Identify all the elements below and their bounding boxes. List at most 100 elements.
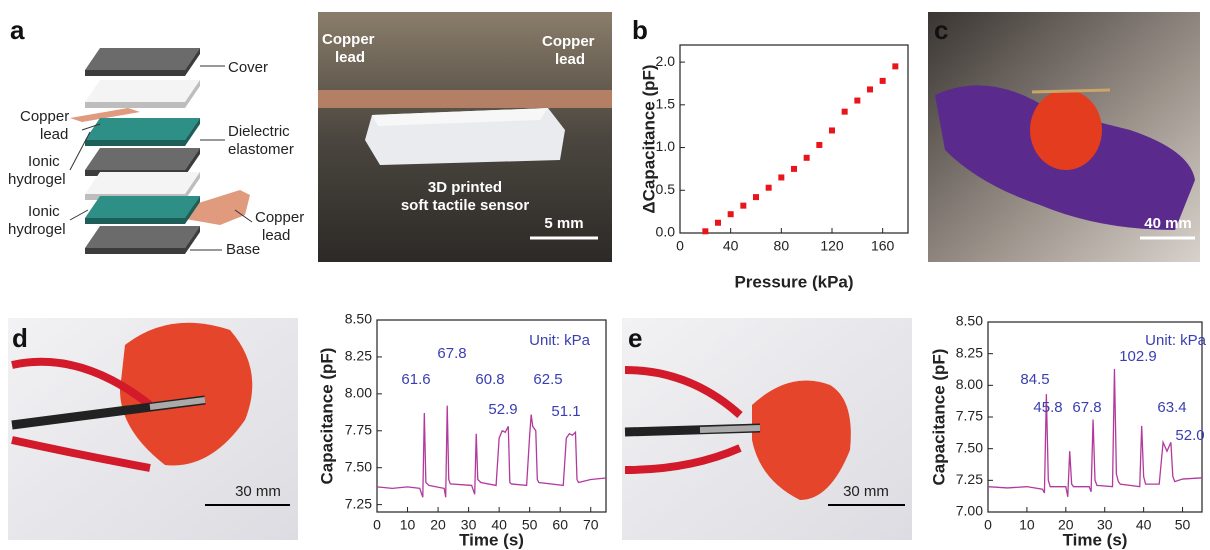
annotation: 62.5 bbox=[533, 371, 562, 388]
x-tick-label: 10 bbox=[400, 517, 416, 533]
y-tick-label: 8.25 bbox=[345, 348, 372, 364]
annotation: 67.8 bbox=[437, 345, 466, 362]
y-axis-label: ΔCapacitance (pF) bbox=[639, 64, 658, 213]
x-tick-label: 50 bbox=[522, 517, 538, 533]
x-tick-label: 40 bbox=[723, 238, 739, 254]
plate-side bbox=[85, 140, 185, 146]
photo-e bbox=[622, 318, 912, 540]
photo-label: Copper bbox=[542, 33, 595, 50]
x-tick-label: 0 bbox=[373, 517, 381, 533]
annotation: 61.6 bbox=[401, 371, 430, 388]
label: lead bbox=[262, 227, 290, 244]
y-tick-label: 7.75 bbox=[345, 421, 372, 437]
x-tick-label: 20 bbox=[430, 517, 446, 533]
label: Dielectric bbox=[228, 123, 290, 140]
x-tick-label: 120 bbox=[820, 238, 844, 254]
series-line bbox=[988, 369, 1202, 497]
scale-label: 30 mm bbox=[843, 483, 889, 500]
point bbox=[740, 203, 746, 209]
y-tick-label: 8.50 bbox=[956, 313, 983, 329]
photo-label: 3D printed bbox=[428, 179, 502, 196]
y-tick-label: 7.50 bbox=[956, 439, 983, 455]
plate-side bbox=[85, 102, 185, 108]
panel-letter: d bbox=[12, 323, 28, 353]
point bbox=[753, 194, 759, 200]
point bbox=[728, 211, 734, 217]
label: lead bbox=[40, 126, 68, 143]
annotation: 60.8 bbox=[475, 371, 504, 388]
unit-note: Unit: kPa bbox=[1145, 332, 1207, 349]
panel-letter: a bbox=[10, 15, 25, 45]
plate bbox=[85, 172, 200, 194]
label: Copper bbox=[20, 108, 69, 125]
plate bbox=[85, 148, 200, 170]
panel-letter: c bbox=[934, 15, 948, 45]
plot-frame bbox=[680, 45, 908, 233]
y-tick-label: 7.00 bbox=[956, 503, 983, 519]
annotation: 45.8 bbox=[1033, 399, 1062, 416]
point bbox=[854, 98, 860, 104]
photo-label: lead bbox=[335, 49, 365, 66]
photo-label: Copper bbox=[322, 31, 375, 48]
plate bbox=[85, 80, 200, 102]
x-tick-label: 0 bbox=[676, 238, 684, 254]
label: Ionic bbox=[28, 203, 60, 220]
x-axis-label: Time (s) bbox=[1063, 530, 1128, 549]
figure: a b c d e Cover Copper lead Ionic hydrog… bbox=[0, 0, 1210, 550]
point bbox=[842, 109, 848, 115]
y-tick-label: 7.25 bbox=[345, 495, 372, 511]
point bbox=[829, 127, 835, 133]
plate bbox=[85, 118, 200, 140]
x-tick-label: 10 bbox=[1019, 517, 1035, 533]
photo-label: lead bbox=[555, 51, 585, 68]
plate bbox=[85, 226, 200, 248]
x-tick-label: 160 bbox=[871, 238, 895, 254]
point bbox=[715, 220, 721, 226]
label: Ionic bbox=[28, 153, 60, 170]
y-tick-label: 7.25 bbox=[956, 471, 983, 487]
plate-side bbox=[85, 70, 185, 76]
y-axis-label: Capacitance (pF) bbox=[317, 348, 336, 485]
annotation: 84.5 bbox=[1020, 371, 1049, 388]
photo-label: soft tactile sensor bbox=[401, 197, 530, 214]
label: elastomer bbox=[228, 141, 294, 158]
y-tick-label: 8.25 bbox=[956, 344, 983, 360]
annotation: 52.9 bbox=[488, 401, 517, 418]
y-axis-label: Capacitance (pF) bbox=[929, 349, 948, 486]
y-tick-label: 7.75 bbox=[956, 408, 983, 424]
plate-side bbox=[85, 218, 185, 224]
schematic bbox=[70, 48, 252, 254]
point bbox=[778, 174, 784, 180]
x-axis-label: Pressure (kPa) bbox=[734, 272, 853, 291]
point bbox=[867, 86, 873, 92]
scale-label: 5 mm bbox=[544, 215, 583, 232]
scale-label: 40 mm bbox=[1144, 215, 1192, 232]
plot-frame bbox=[988, 322, 1202, 512]
label: hydrogel bbox=[8, 171, 66, 188]
annotation: 102.9 bbox=[1119, 348, 1157, 365]
x-tick-label: 0 bbox=[984, 517, 992, 533]
label: hydrogel bbox=[8, 221, 66, 238]
point bbox=[880, 78, 886, 84]
plate bbox=[85, 196, 200, 218]
point bbox=[766, 185, 772, 191]
point bbox=[702, 228, 708, 234]
y-tick-label: 7.50 bbox=[345, 458, 372, 474]
panel-letter: b bbox=[632, 15, 648, 45]
x-tick-label: 70 bbox=[583, 517, 599, 533]
plate bbox=[85, 48, 200, 70]
scale-label: 30 mm bbox=[235, 483, 281, 500]
point bbox=[892, 63, 898, 69]
label: Cover bbox=[228, 59, 268, 76]
annotation: 51.1 bbox=[551, 403, 580, 420]
x-axis-label: Time (s) bbox=[459, 530, 524, 549]
y-tick-label: 8.00 bbox=[956, 376, 983, 392]
panel-letter: e bbox=[628, 323, 642, 353]
label: Base bbox=[226, 241, 260, 258]
x-tick-label: 60 bbox=[552, 517, 568, 533]
point bbox=[791, 166, 797, 172]
plate-side bbox=[85, 248, 185, 254]
y-tick-label: 0.0 bbox=[656, 224, 676, 240]
y-tick-label: 8.50 bbox=[345, 311, 372, 327]
x-tick-label: 80 bbox=[774, 238, 790, 254]
